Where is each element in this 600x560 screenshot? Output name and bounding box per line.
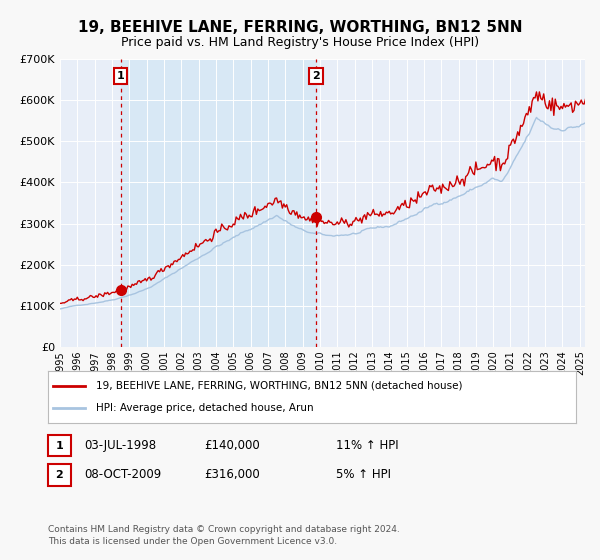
Text: 5% ↑ HPI: 5% ↑ HPI (336, 468, 391, 482)
Text: 1: 1 (56, 441, 63, 451)
Text: Price paid vs. HM Land Registry's House Price Index (HPI): Price paid vs. HM Land Registry's House … (121, 36, 479, 49)
Text: 19, BEEHIVE LANE, FERRING, WORTHING, BN12 5NN (detached house): 19, BEEHIVE LANE, FERRING, WORTHING, BN1… (95, 381, 462, 391)
Text: 08-OCT-2009: 08-OCT-2009 (84, 468, 161, 482)
Text: 1: 1 (117, 71, 125, 81)
Text: 19, BEEHIVE LANE, FERRING, WORTHING, BN12 5NN: 19, BEEHIVE LANE, FERRING, WORTHING, BN1… (78, 20, 522, 35)
Text: 03-JUL-1998: 03-JUL-1998 (84, 439, 156, 452)
Text: Contains HM Land Registry data © Crown copyright and database right 2024.
This d: Contains HM Land Registry data © Crown c… (48, 525, 400, 546)
Text: 11% ↑ HPI: 11% ↑ HPI (336, 439, 398, 452)
Text: £140,000: £140,000 (204, 439, 260, 452)
Text: £316,000: £316,000 (204, 468, 260, 482)
Text: 2: 2 (312, 71, 320, 81)
Bar (121, 59, 316, 347)
Text: 2: 2 (56, 470, 63, 480)
Text: HPI: Average price, detached house, Arun: HPI: Average price, detached house, Arun (95, 403, 313, 413)
